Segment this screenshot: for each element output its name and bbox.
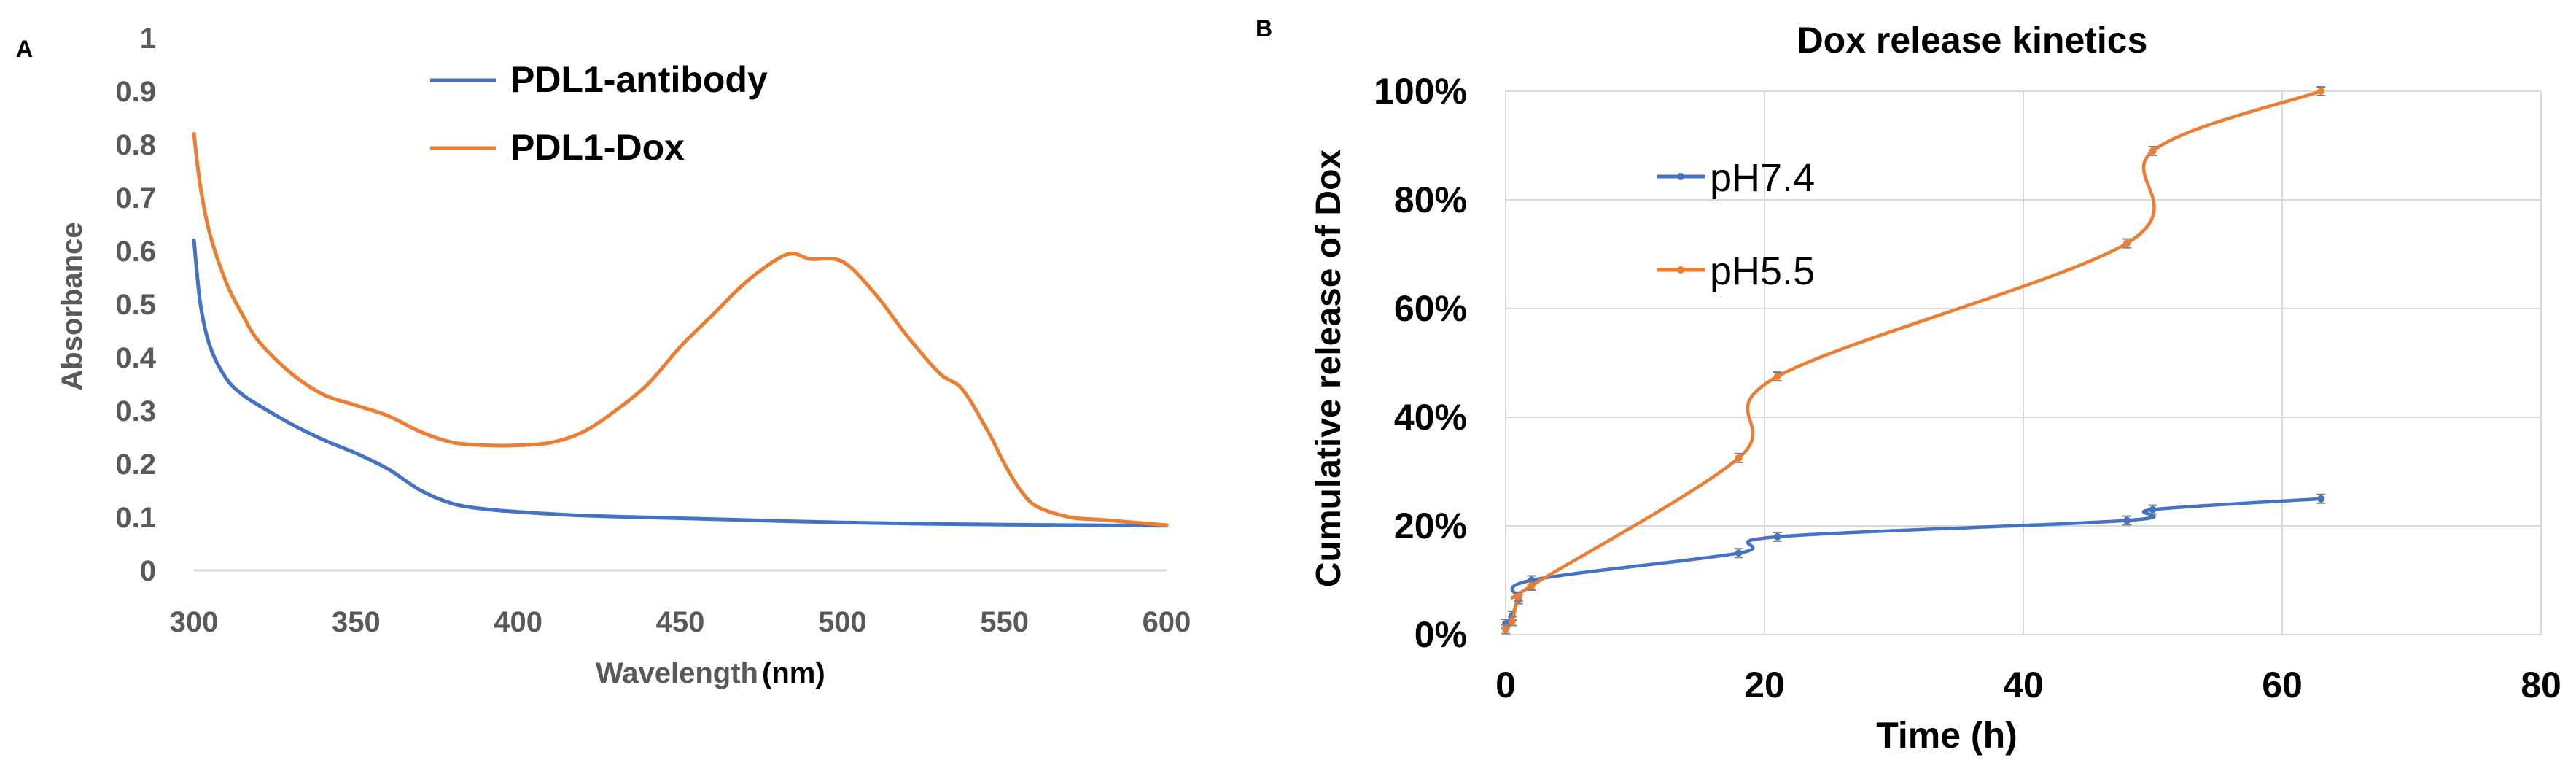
panel-a-y-tick-2: 0.2 xyxy=(115,449,156,481)
panel-a-y-tick-3: 0.3 xyxy=(115,395,156,427)
panel-b-y-axis-title: Cumulative release of Dox xyxy=(1310,150,1348,588)
panel-a-y-tick-9: 0.9 xyxy=(115,76,156,108)
panel-a-label: A xyxy=(16,36,33,62)
panel-b-point-ph7-4-6 xyxy=(2123,516,2131,524)
panel-a-y-tick-6: 0.6 xyxy=(115,236,156,268)
panel-a-x-tick-6: 600 xyxy=(1143,606,1191,638)
panel-b-legend: pH7.4 pH5.5 xyxy=(1657,156,1815,293)
panel-a-y-tick-0: 0 xyxy=(140,555,156,587)
panel-b-y-tick-5: 100% xyxy=(1374,71,1467,112)
panel-b-y-tick-2: 40% xyxy=(1394,397,1467,438)
panel-a-legend: PDL1-antibody PDL1-Dox xyxy=(430,59,768,168)
panel-b-legend-marker-ph55 xyxy=(1677,266,1684,274)
panel-a-x-tick-labels: 300 350 400 450 500 550 600 xyxy=(170,606,1191,638)
panel-b-series-line-ph5-5 xyxy=(1503,89,2323,631)
panel-a-y-tick-7: 0.7 xyxy=(115,182,156,214)
panel-b-point-ph7-4-8 xyxy=(2317,495,2325,503)
panel-b-legend-label-ph55: pH5.5 xyxy=(1710,249,1815,293)
panel-b-point-ph5-5-3 xyxy=(1528,581,1536,589)
panel-b-x-tick-1: 20 xyxy=(1744,665,1785,705)
panel-b-legend-marker-ph74 xyxy=(1677,173,1684,180)
panel-a-x-tick-4: 500 xyxy=(818,606,867,638)
panel-b-point-ph5-5-6 xyxy=(2123,239,2131,247)
panel-b-point-ph5-5-2 xyxy=(1514,592,1522,600)
panel-b-title: Dox release kinetics xyxy=(1797,20,2148,61)
panel-b-point-ph7-4-3 xyxy=(1528,576,1536,584)
panel-a-x-axis-title-unit: (nm) xyxy=(762,657,825,689)
panel-b-label: B xyxy=(1256,15,1272,42)
panel-b-point-ph5-5-0 xyxy=(1502,625,1509,633)
panel-a-x-tick-5: 550 xyxy=(980,606,1029,638)
panel-b-y-tick-labels: 0% 20% 40% 60% 80% 100% xyxy=(1374,71,1467,655)
panel-b-x-tick-labels: 0 20 40 60 80 xyxy=(1495,665,2561,705)
panel-b-x-tick-4: 80 xyxy=(2521,665,2561,705)
panel-a-y-tick-1: 0.1 xyxy=(115,502,156,534)
panel-a-legend-label-antibody: PDL1-antibody xyxy=(510,59,768,100)
panel-a-y-tick-10: 1 xyxy=(140,23,156,55)
panel-a-y-tick-5: 0.5 xyxy=(115,289,156,321)
panel-a-x-axis-title-main: Wavelength xyxy=(596,657,758,689)
panel-b-x-tick-0: 0 xyxy=(1495,665,1516,705)
panel-b-point-ph7-4-5 xyxy=(1773,532,1781,541)
panel-b-point-ph7-4-4 xyxy=(1735,549,1743,557)
panel-a-y-tick-labels: 0 0.1 0.2 0.3 0.4 0.5 0.6 0.7 0.8 0.9 1 xyxy=(115,23,156,587)
panel-a-legend-label-dox: PDL1-Dox xyxy=(510,127,685,168)
panel-b-y-tick-1: 20% xyxy=(1394,505,1467,546)
panel-a-series-line-pdl1-dox xyxy=(192,131,1169,527)
panel-b-x-tick-3: 60 xyxy=(2262,665,2303,705)
panel-a-y-tick-8: 0.8 xyxy=(115,129,156,161)
panel-a-series xyxy=(192,131,1169,528)
panel-a-x-tick-0: 300 xyxy=(170,606,219,638)
panel-b-legend-label-ph74: pH7.4 xyxy=(1710,156,1815,200)
panel-a-x-tick-1: 350 xyxy=(332,606,381,638)
panel-a-x-tick-3: 450 xyxy=(656,606,705,638)
panel-b-series xyxy=(1501,86,2326,635)
panel-b-point-ph5-5-7 xyxy=(2149,147,2157,155)
panel-b-point-ph5-5-5 xyxy=(1773,373,1781,381)
panel-b-point-ph5-5-4 xyxy=(1735,454,1743,462)
panel-b-x-tick-2: 40 xyxy=(2003,665,2044,705)
panel-b-release-chart: B Dox release kinetics 0% 20% 40% 60% 80% 100… xyxy=(1256,15,2561,756)
panel-b-point-ph7-4-7 xyxy=(2149,505,2157,514)
panel-b-y-tick-3: 60% xyxy=(1394,288,1467,329)
panel-b-y-tick-0: 0% xyxy=(1415,614,1467,655)
panel-a-x-tick-2: 400 xyxy=(494,606,542,638)
panel-a-series-line-pdl1-antibody xyxy=(192,238,1169,528)
panel-b-point-ph5-5-1 xyxy=(1508,617,1516,625)
panel-b-y-tick-4: 80% xyxy=(1394,179,1467,220)
panel-a-absorbance-chart: A 0 0.1 0.2 0.3 0.4 0.5 0.6 0.7 0.8 0.9 1 300 350 40… xyxy=(16,23,1191,689)
panel-b-gridlines xyxy=(1505,90,2542,635)
panel-a-y-axis-title: Absorbance xyxy=(56,222,88,390)
panel-a-y-tick-4: 0.4 xyxy=(115,342,156,374)
panel-b-point-ph5-5-8 xyxy=(2317,88,2325,95)
panel-b-series-line-ph7-4 xyxy=(1503,497,2323,626)
panel-b-x-axis-title: Time (h) xyxy=(1876,715,2017,756)
